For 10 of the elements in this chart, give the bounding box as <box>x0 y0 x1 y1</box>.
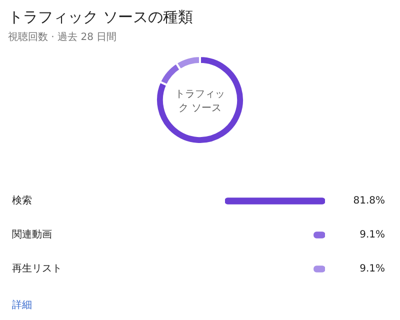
data-label: 9.1% <box>360 230 385 241</box>
text: トラフィック ソース <box>175 89 225 114</box>
text: 視聴回数 · 過去 28 日間 <box>8 31 117 43</box>
text: 詳細 <box>12 299 32 311</box>
chart-title: トラフィック ソースの種類 <box>8 8 193 26</box>
data-label: 81.8% <box>353 196 385 207</box>
category-label: 検索 <box>12 196 32 207</box>
category-label: 再生リスト <box>12 264 62 275</box>
category-label: 関連動画 <box>12 230 52 241</box>
data-label: 9.1% <box>360 264 385 275</box>
